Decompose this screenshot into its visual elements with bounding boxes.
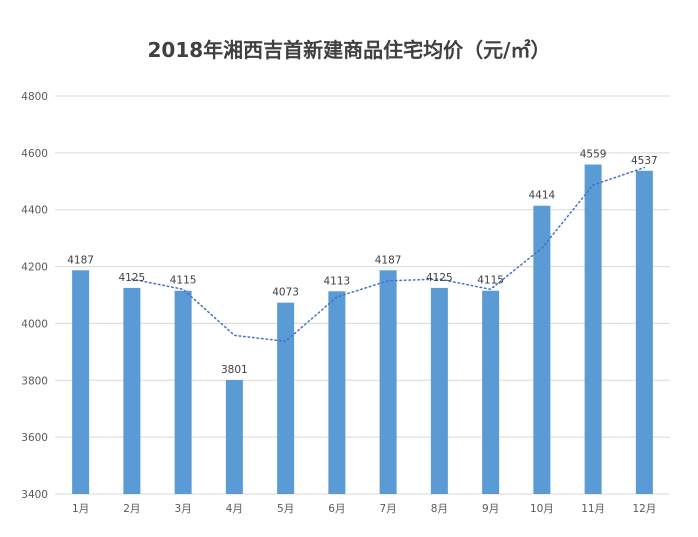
y-tick-label: 4600 <box>21 148 48 160</box>
y-tick-label: 4000 <box>21 318 48 330</box>
chart-title: 2018年湘西吉首新建商品住宅均价（元/㎡） <box>148 38 551 62</box>
x-tick-label: 8月 <box>431 503 448 515</box>
bar <box>584 164 602 494</box>
data-label: 4125 <box>119 272 146 284</box>
data-label: 3801 <box>221 364 248 376</box>
bar <box>482 290 500 494</box>
x-tick-label: 1月 <box>72 503 89 515</box>
x-tick-label: 3月 <box>175 503 192 515</box>
y-tick-label: 3800 <box>21 375 48 387</box>
data-label: 4113 <box>324 275 351 287</box>
data-label: 4187 <box>67 254 94 266</box>
bar <box>225 380 243 494</box>
data-label: 4115 <box>477 275 504 287</box>
bars <box>72 164 653 494</box>
bar <box>174 290 192 494</box>
bar <box>635 170 653 494</box>
bar <box>430 287 448 494</box>
trendline <box>131 166 646 343</box>
x-tick-label: 6月 <box>328 503 345 515</box>
data-label: 4073 <box>272 287 299 299</box>
y-tick-label: 3600 <box>21 432 48 444</box>
bar <box>72 270 90 494</box>
gridlines <box>55 95 670 495</box>
y-tick-label: 4200 <box>21 262 48 274</box>
data-labels: 4187 4125 4115 3801 4073 4113 4187 4125 4115 4414… <box>67 149 657 376</box>
y-tick-label: 4800 <box>21 91 48 103</box>
bar <box>533 205 551 494</box>
x-tick-label: 4月 <box>226 503 243 515</box>
data-label: 4115 <box>170 275 197 287</box>
x-tick-label: 2月 <box>123 503 140 515</box>
x-tick-label: 12月 <box>632 503 656 515</box>
trendline-path <box>131 166 646 343</box>
bar <box>328 291 346 494</box>
data-label: 4559 <box>580 149 607 161</box>
x-tick-label: 9月 <box>482 503 499 515</box>
bar <box>379 270 397 494</box>
y-tick-label: 3400 <box>21 489 48 501</box>
data-label: 4414 <box>529 190 556 202</box>
data-label: 4125 <box>426 272 453 284</box>
bar <box>123 287 141 494</box>
x-tick-label: 11月 <box>581 503 605 515</box>
y-axis: 3400 3600 3800 4000 4200 4400 4600 4800 <box>21 91 48 501</box>
bar <box>277 302 295 494</box>
data-label: 4187 <box>375 254 402 266</box>
x-tick-label: 10月 <box>530 503 554 515</box>
x-axis: 1月 2月 3月 4月 5月 6月 7月 8月 9月 10月 11月 12月 <box>72 503 656 515</box>
y-tick-label: 4400 <box>21 205 48 217</box>
data-label: 4537 <box>631 155 658 167</box>
x-tick-label: 5月 <box>277 503 294 515</box>
x-tick-label: 7月 <box>380 503 397 515</box>
